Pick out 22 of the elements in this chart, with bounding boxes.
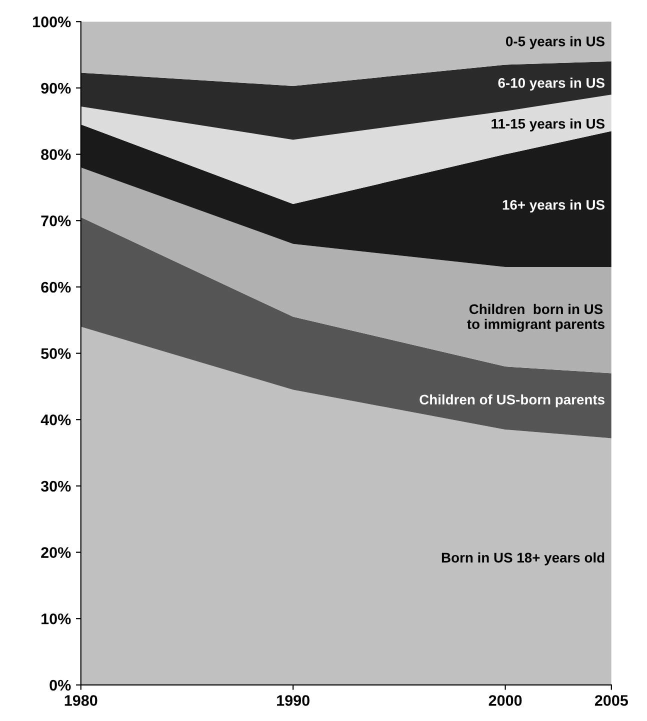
y-tick-label: 20%: [41, 547, 71, 558]
x-tick-label: 1990: [277, 695, 310, 706]
x-tick-label: 2005: [594, 695, 628, 706]
y-tick-label: 100%: [33, 16, 71, 28]
series-label: 6-10 years in US: [498, 78, 605, 91]
y-tick-label: 60%: [41, 282, 71, 293]
y-tick-label: 50%: [41, 348, 71, 359]
series-label: 0-5 years in US: [506, 36, 605, 50]
series-label: Children born in US to immigrant parents: [467, 304, 604, 332]
series-label: 16+ years in US: [502, 200, 605, 213]
y-tick-label: 0%: [50, 680, 71, 691]
series-label: Children of US-born parents: [420, 394, 604, 408]
series-label: 11-15 years in US: [492, 118, 605, 132]
x-tick-label: 1980: [64, 695, 98, 706]
y-tick-label: 70%: [41, 215, 71, 226]
y-tick-label: 40%: [40, 414, 71, 426]
y-tick-label: 90%: [41, 82, 71, 94]
y-tick-label: 80%: [41, 149, 71, 160]
y-tick-label: 10%: [42, 613, 71, 624]
x-tick-label: 2000: [488, 695, 522, 706]
series-label: Born in US 18+ years old: [442, 552, 604, 566]
y-tick-label: 30%: [40, 480, 71, 492]
